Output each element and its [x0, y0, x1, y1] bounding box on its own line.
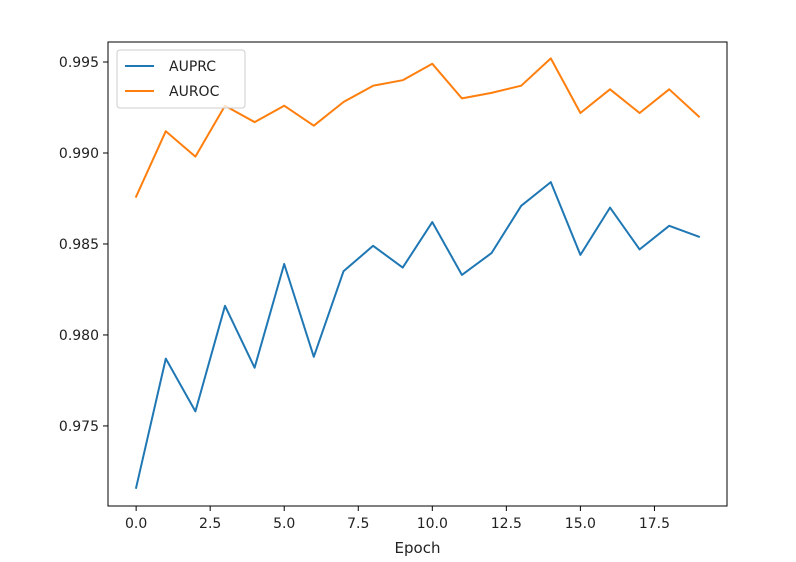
y-tick-label: 0.990 — [59, 146, 99, 162]
y-axis: 0.975 0.980 0.985 0.990 0.995 — [59, 55, 108, 435]
y-tick-label: 0.980 — [59, 328, 99, 344]
x-tick-label: 7.5 — [347, 516, 369, 532]
x-tick-label: 17.5 — [639, 516, 670, 532]
y-tick-label: 0.985 — [59, 237, 99, 253]
plot-frame — [107, 41, 728, 507]
x-tick-label: 2.5 — [199, 516, 221, 532]
x-tick-label: 15.0 — [565, 516, 596, 532]
legend-label-auroc: AUROC — [169, 84, 220, 100]
x-axis-label: Epoch — [395, 539, 441, 557]
x-tick-label: 12.5 — [491, 516, 522, 532]
y-tick-label: 0.975 — [59, 419, 99, 435]
y-tick-label: 0.995 — [59, 55, 99, 71]
x-axis: 0.0 2.5 5.0 7.5 10.0 12.5 15.0 17.5 — [125, 506, 670, 532]
legend: AUPRC AUROC — [116, 49, 246, 109]
x-tick-label: 0.0 — [125, 516, 147, 532]
legend-box — [116, 49, 246, 109]
x-tick-label: 5.0 — [273, 516, 295, 532]
series-layer — [134, 57, 701, 489]
legend-label-auprc: AUPRC — [169, 59, 216, 75]
series-line-auprc — [134, 181, 701, 489]
x-tick-label: 10.0 — [417, 516, 448, 532]
